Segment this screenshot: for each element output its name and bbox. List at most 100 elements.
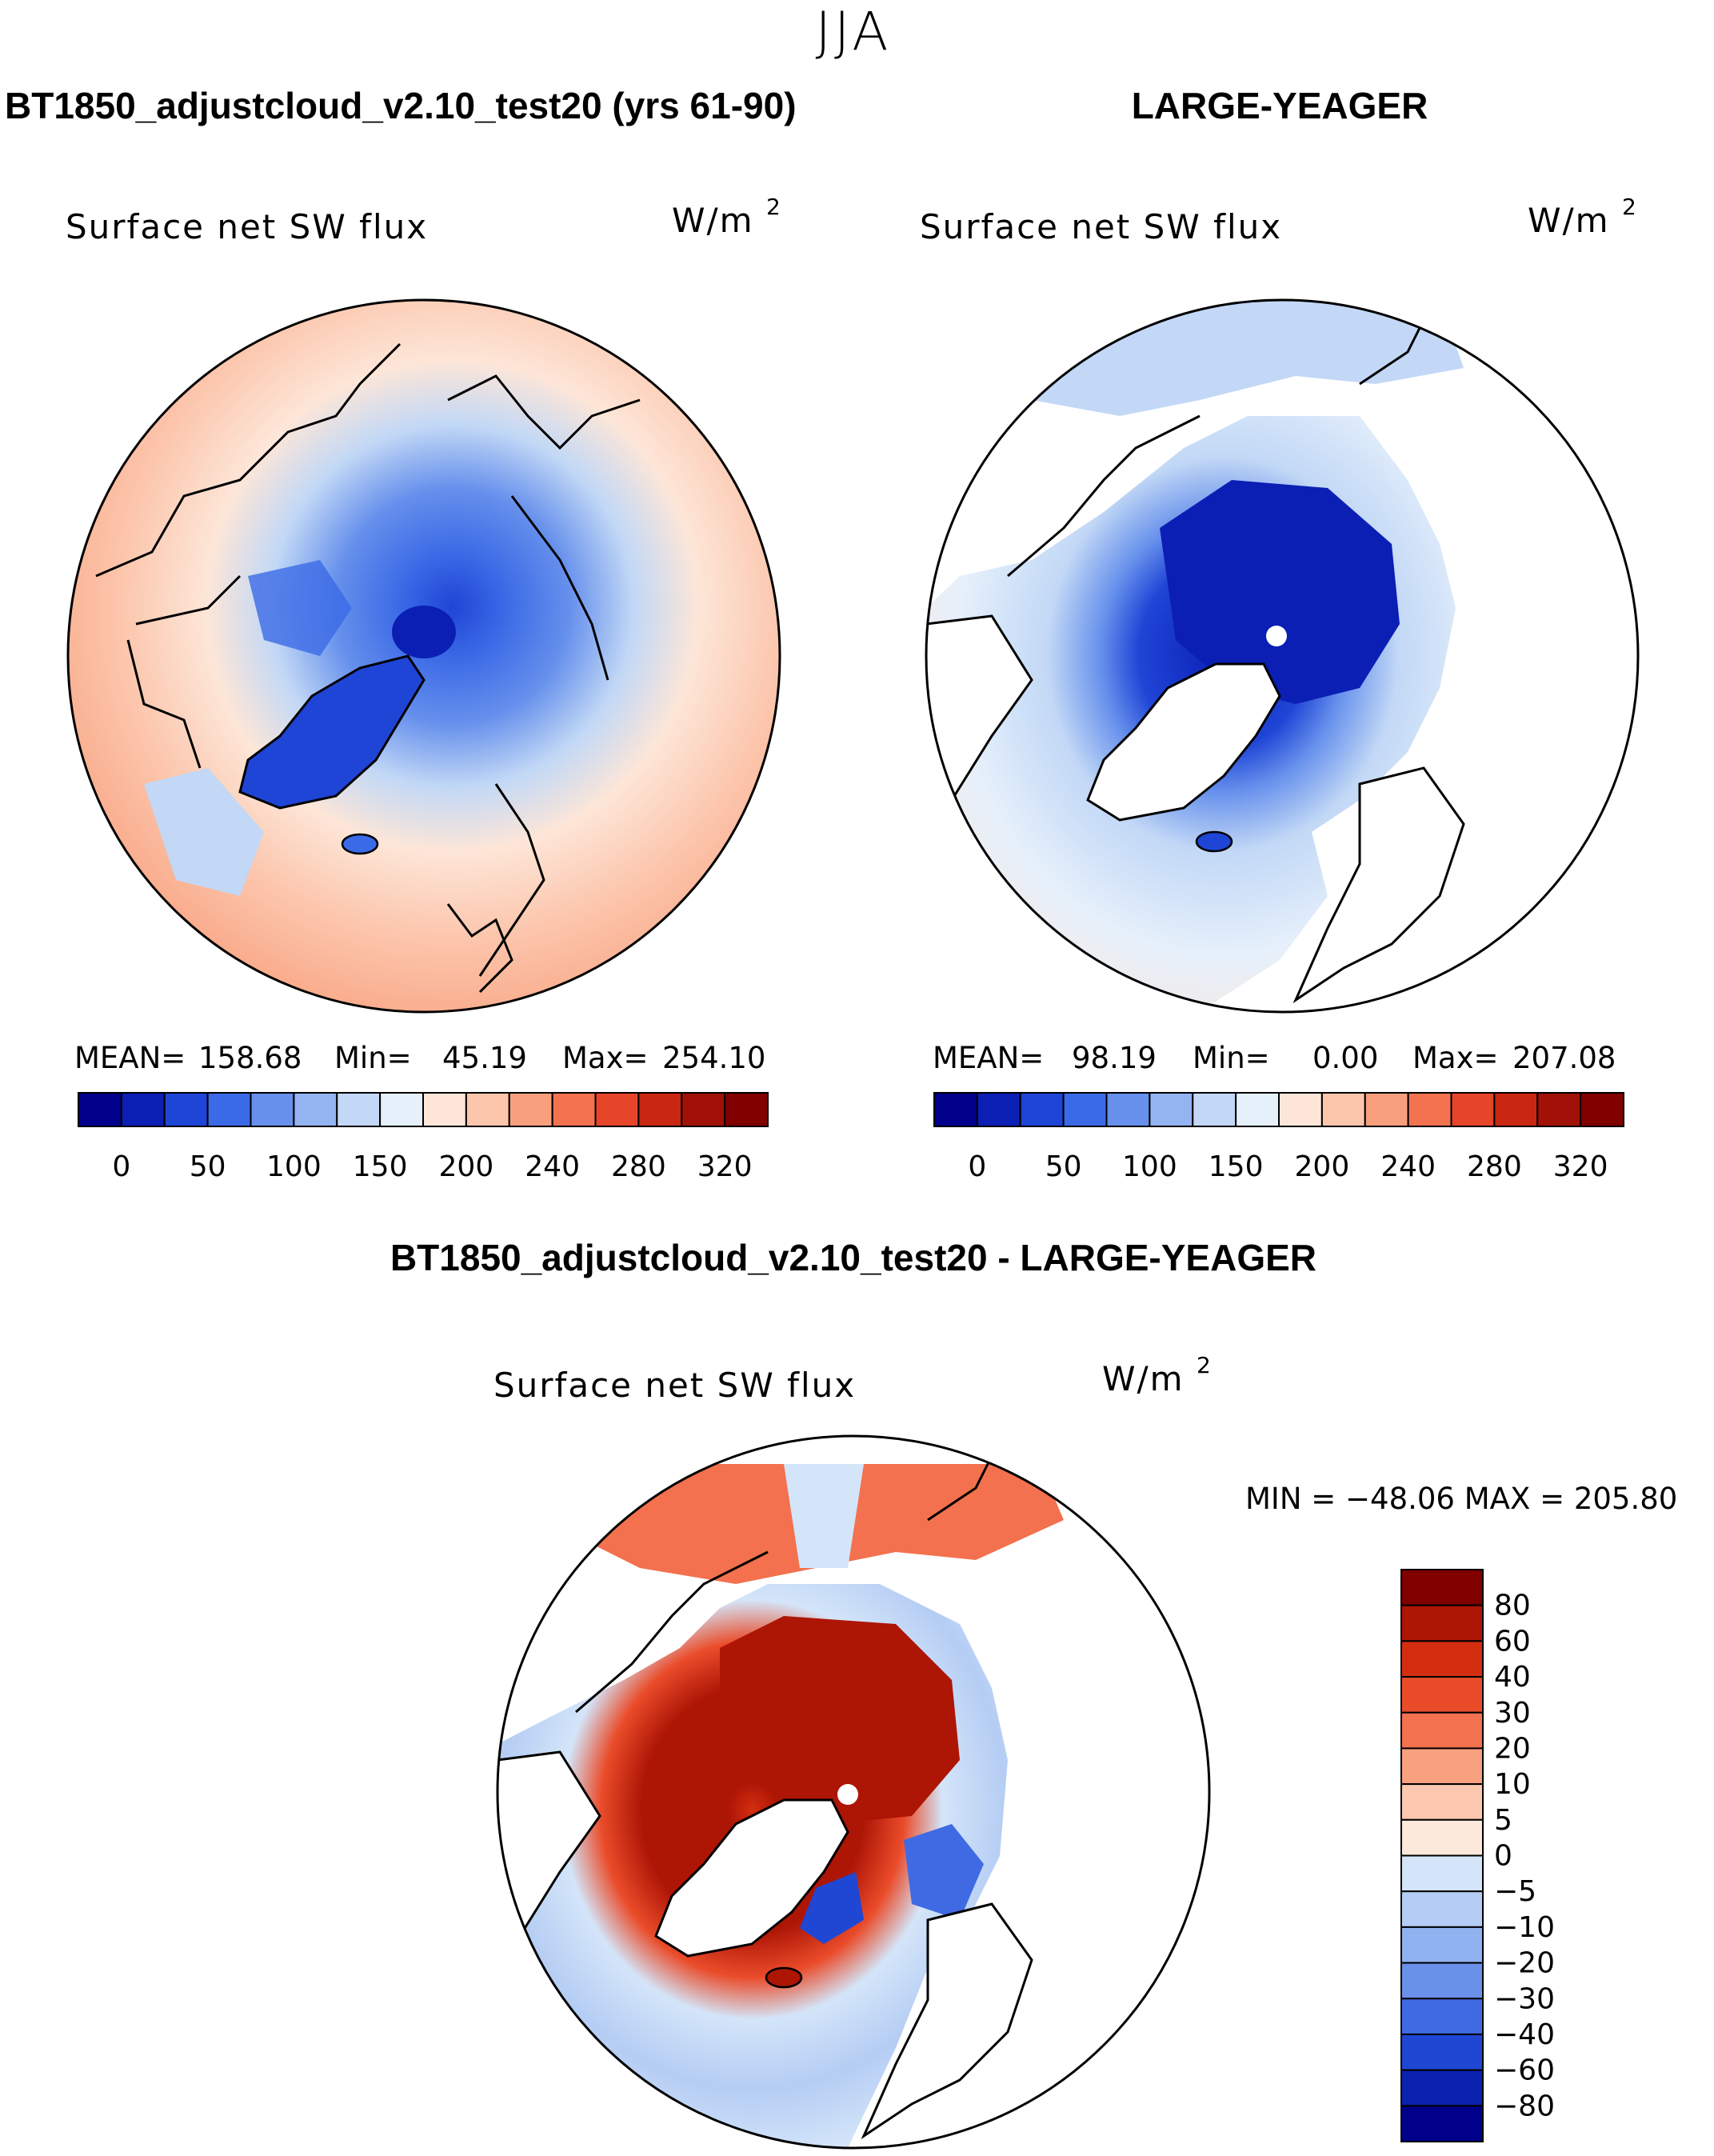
left-colorbar-box (724, 1092, 769, 1127)
left-colorbar-box (120, 1092, 166, 1127)
left-units-label: W/m (672, 201, 754, 240)
left-coastline-europe (446, 903, 513, 994)
left-colorbar-box (78, 1092, 122, 1127)
diff-colorbar-tick-label: −20 (1494, 1947, 1555, 1980)
right-map-panel: Surface net SW flux W/m 2 MEAN= 98.19 (920, 194, 1640, 1183)
diff-colorbar-tick-label: 40 (1494, 1661, 1531, 1694)
season-title: JJA (816, 1, 892, 62)
diff-colorbar-box (1400, 1890, 1484, 1928)
diff-colorbar-box (1400, 1604, 1484, 1642)
left-greenland (238, 654, 426, 810)
diff-colorbar-tick-label: 10 (1494, 1768, 1531, 1801)
right-stats-min-label: Min= (1193, 1041, 1270, 1075)
left-stats-mean-label: MEAN= (74, 1041, 186, 1075)
right-colorbar-tick-label: 150 (1209, 1150, 1264, 1183)
right-colorbar-tick-label: 320 (1553, 1150, 1608, 1183)
diff-coastline (575, 1455, 993, 1714)
left-stats-min-label: Min= (334, 1041, 412, 1075)
diff-colorbar-box (1400, 1818, 1484, 1857)
right-stats-max: 207.08 (1512, 1041, 1616, 1075)
left-coastline-eurasia (447, 374, 641, 977)
right-colorbar-tick-label: 240 (1380, 1150, 1436, 1183)
diff-colorbar-tick-label: 5 (1494, 1804, 1512, 1837)
diff-colorbar-box (1400, 1854, 1484, 1893)
right-colorbar-box (1493, 1092, 1539, 1127)
diff-colorbar-box (1400, 1962, 1484, 2000)
diff-greenland (654, 1798, 849, 1958)
left-colorbar-box (637, 1092, 683, 1127)
diff-colorbar-box (1400, 1676, 1484, 1714)
diff-colorbar-tick-label: 20 (1494, 1732, 1531, 1765)
diff-colorbar-tick-label: 60 (1494, 1625, 1531, 1658)
diff-colorbar-tick-label: 0 (1494, 1840, 1512, 1873)
left-units-superscript: 2 (766, 194, 781, 220)
left-colorbar-box (336, 1092, 382, 1127)
right-colorbar: 0 50 100 150 200 240 280 320 (933, 1092, 1624, 1183)
diff-colorbar-box (1400, 1783, 1484, 1821)
right-colorbar-box (1105, 1092, 1151, 1127)
left-colorbar-tick-label: 100 (266, 1150, 322, 1183)
diff-minmax-text: MIN = −48.06 MAX = 205.80 (1245, 1482, 1677, 1516)
right-colorbar-box (1450, 1092, 1496, 1127)
right-map-boundary (925, 298, 1640, 1014)
right-colorbar-box (976, 1092, 1021, 1127)
right-map-field (926, 300, 1638, 1012)
right-greenland (1086, 662, 1281, 822)
left-colorbar: 0 50 100 150 200 240 280 320 (78, 1092, 769, 1183)
diff-colorbar-tick-label: −60 (1494, 2054, 1555, 2087)
left-map-boundary (66, 298, 781, 1014)
diff-units-superscript: 2 (1197, 1352, 1211, 1378)
left-coastline-north-america (95, 342, 402, 626)
right-colorbar-box (1407, 1092, 1452, 1127)
right-stats-max-label: Max= (1412, 1041, 1499, 1075)
left-colorbar-tick-label: 0 (112, 1150, 130, 1183)
right-colorbar-box (1019, 1092, 1065, 1127)
left-variable-label: Surface net SW flux (66, 207, 428, 246)
diff-colorbar-box (1400, 2105, 1484, 2142)
diff-colorbar-tick-label: −40 (1494, 2018, 1555, 2051)
right-colorbar-tick-label: 280 (1467, 1150, 1522, 1183)
diff-colorbar-box (1400, 1711, 1484, 1750)
left-colorbar-tick-label: 280 (611, 1150, 666, 1183)
right-colorbar-box (1235, 1092, 1280, 1127)
right-variable-label: Surface net SW flux (920, 207, 1282, 246)
left-map-panel: Surface net SW flux W/m 2 MEAN= 158.68 M… (66, 194, 781, 1183)
left-colorbar-box (422, 1092, 467, 1127)
diff-colorbar-box (1400, 2033, 1484, 2071)
left-stats-mean: 158.68 (198, 1041, 302, 1075)
diff-colorbar-box (1400, 1569, 1484, 1606)
diff-colorbar-tick-label: −30 (1494, 1982, 1555, 2015)
right-colorbar-box (1364, 1092, 1409, 1127)
diff-colorbar-tick-label: 30 (1494, 1697, 1531, 1730)
left-colorbar-box (465, 1092, 510, 1127)
left-colorbar-box (551, 1092, 597, 1127)
diff-colorbar-box (1400, 2069, 1484, 2107)
diff-colorbar-tick-label: −5 (1494, 1875, 1536, 1908)
diff-map-boundary (496, 1434, 1211, 2150)
diff-colorbar-tick-label: −80 (1494, 2090, 1555, 2122)
right-colorbar-box (1149, 1092, 1194, 1127)
right-stats-min: 0.00 (1312, 1041, 1378, 1075)
left-colorbar-tick-label: 240 (525, 1150, 580, 1183)
left-colorbar-box (508, 1092, 553, 1127)
left-colorbar-box (293, 1092, 338, 1127)
left-colorbar-box (681, 1092, 726, 1127)
diff-colorbar-tick-label: −10 (1494, 1911, 1555, 1944)
diff-colorbar-tick-label: 80 (1494, 1590, 1531, 1622)
left-stats-max-label: Max= (562, 1041, 649, 1075)
diff-colorbar-box (1400, 1998, 1484, 2035)
left-stats-min: 45.19 (442, 1041, 527, 1075)
diff-colorbar-box (1400, 1640, 1484, 1678)
right-stats-mean-label: MEAN= (933, 1041, 1044, 1075)
right-colorbar-box (1278, 1092, 1323, 1127)
left-panel-title: BT1850_adjustcloud_v2.10_test20 (yrs 61-… (5, 85, 797, 126)
right-panel-title: LARGE-YEAGER (1132, 85, 1428, 126)
left-colorbar-tick-label: 320 (697, 1150, 753, 1183)
left-colorbar-tick-label: 200 (439, 1150, 494, 1183)
right-colorbar-box (1580, 1092, 1624, 1127)
diff-map-panel: Surface net SW flux W/m 2 MIN = −48.06 M… (493, 1352, 1677, 2150)
right-colorbar-box (1192, 1092, 1237, 1127)
right-colorbar-box (933, 1092, 978, 1127)
left-colorbar-box (594, 1092, 640, 1127)
